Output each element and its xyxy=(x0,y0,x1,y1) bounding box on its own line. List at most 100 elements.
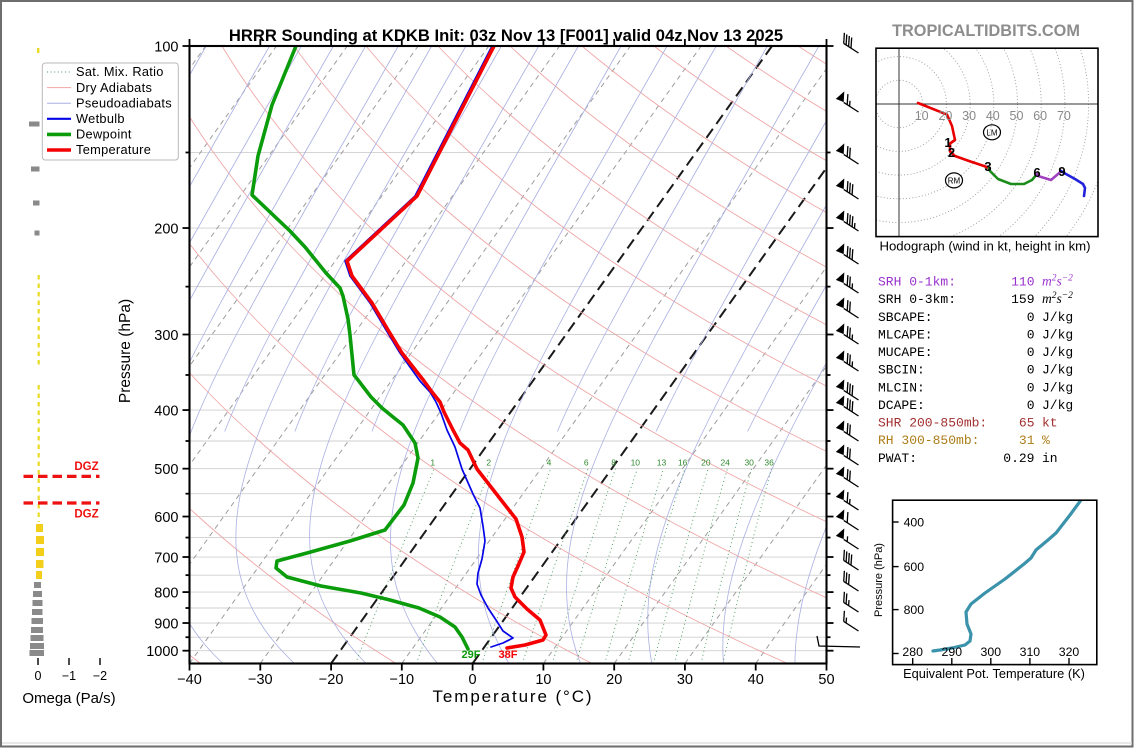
svg-text:Equivalent Pot. Temperature (K: Equivalent Pot. Temperature (K) xyxy=(903,666,1085,681)
svg-text:Pressure (hPa): Pressure (hPa) xyxy=(117,299,134,403)
svg-text:310: 310 xyxy=(1020,645,1041,659)
svg-text:−2: −2 xyxy=(93,669,107,683)
svg-text:16: 16 xyxy=(678,458,688,468)
svg-text:30: 30 xyxy=(744,458,754,468)
svg-text:1000: 1000 xyxy=(146,644,178,660)
svg-text:280: 280 xyxy=(902,645,923,659)
svg-text:HRRR Sounding at KDKB Init: 03: HRRR Sounding at KDKB Init: 03z Nov 13 [… xyxy=(229,26,783,45)
svg-text:0.29: 0.29 xyxy=(1003,451,1034,466)
svg-text:LM: LM xyxy=(986,128,997,137)
svg-text:159: 159 xyxy=(1011,292,1034,307)
svg-text:−30: −30 xyxy=(248,672,273,688)
svg-text:Pressure (hPa): Pressure (hPa) xyxy=(873,543,885,617)
svg-text:−10: −10 xyxy=(389,672,414,688)
svg-text:70: 70 xyxy=(1057,109,1071,123)
svg-text:13: 13 xyxy=(657,458,667,468)
svg-text:29F: 29F xyxy=(462,649,481,661)
svg-text:6: 6 xyxy=(1033,165,1040,180)
svg-text:RH 300-850mb:: RH 300-850mb: xyxy=(878,433,979,448)
svg-text:1: 1 xyxy=(944,135,951,150)
svg-text:40: 40 xyxy=(748,672,764,688)
svg-text:3: 3 xyxy=(984,159,991,174)
svg-text:500: 500 xyxy=(154,462,178,478)
svg-text:40: 40 xyxy=(986,109,1000,123)
svg-text:SHR 200-850mb:: SHR 200-850mb: xyxy=(878,416,987,431)
svg-text:J/kg: J/kg xyxy=(1042,380,1073,395)
svg-text:0: 0 xyxy=(469,672,477,688)
svg-text:200: 200 xyxy=(154,221,178,237)
svg-text:MLCIN:: MLCIN: xyxy=(878,380,925,395)
svg-text:TROPICALTIDBITS.COM: TROPICALTIDBITS.COM xyxy=(892,22,1080,40)
svg-text:SRH 0-1km:: SRH 0-1km: xyxy=(878,275,956,290)
svg-text:800: 800 xyxy=(154,586,178,602)
svg-text:1: 1 xyxy=(430,458,435,468)
svg-text:31: 31 xyxy=(1019,433,1035,448)
svg-text:in: in xyxy=(1042,451,1058,466)
svg-text:2: 2 xyxy=(486,458,491,468)
svg-text:10: 10 xyxy=(535,672,551,688)
svg-text:600: 600 xyxy=(904,560,925,574)
svg-text:700: 700 xyxy=(154,550,178,566)
svg-text:SBCIN:: SBCIN: xyxy=(878,363,925,378)
svg-text:Temperature (°C): Temperature (°C) xyxy=(433,687,594,706)
svg-text:0: 0 xyxy=(1027,345,1035,360)
svg-text:0: 0 xyxy=(1027,363,1035,378)
svg-text:kt: kt xyxy=(1042,416,1058,431)
svg-text:0: 0 xyxy=(1027,328,1035,343)
svg-text:DGZ: DGZ xyxy=(74,509,98,521)
svg-text:8: 8 xyxy=(611,458,616,468)
svg-text:290: 290 xyxy=(942,645,963,659)
svg-text:110: 110 xyxy=(1011,275,1034,290)
svg-text:Omega (Pa/s): Omega (Pa/s) xyxy=(22,690,115,707)
svg-text:300: 300 xyxy=(981,645,1002,659)
svg-text:SRH 0-3km:: SRH 0-3km: xyxy=(878,292,956,307)
svg-text:30: 30 xyxy=(677,672,693,688)
svg-text:2: 2 xyxy=(948,145,955,160)
svg-text:6: 6 xyxy=(584,458,589,468)
svg-text:10: 10 xyxy=(915,109,929,123)
svg-text:20: 20 xyxy=(606,672,622,688)
svg-text:0: 0 xyxy=(1027,380,1035,395)
svg-text:24: 24 xyxy=(720,458,730,468)
svg-text:Wetbulb: Wetbulb xyxy=(76,111,125,126)
svg-text:900: 900 xyxy=(154,616,178,632)
svg-text:38F: 38F xyxy=(499,649,518,661)
svg-text:−40: −40 xyxy=(177,672,202,688)
svg-text:Hodograph (wind in kt, height: Hodograph (wind in kt, height in km) xyxy=(879,239,1090,254)
svg-text:Sat. Mix. Ratio: Sat. Mix. Ratio xyxy=(76,64,164,79)
svg-text:J/kg: J/kg xyxy=(1042,310,1073,325)
svg-text:0: 0 xyxy=(1027,398,1035,413)
svg-text:60: 60 xyxy=(1033,109,1047,123)
svg-text:J/kg: J/kg xyxy=(1042,363,1073,378)
svg-text:Pseudoadiabats: Pseudoadiabats xyxy=(76,95,172,110)
svg-text:300: 300 xyxy=(154,328,178,344)
svg-text:65: 65 xyxy=(1019,416,1035,431)
svg-text:J/kg: J/kg xyxy=(1042,398,1073,413)
svg-text:50: 50 xyxy=(818,672,834,688)
svg-text:0: 0 xyxy=(35,669,42,683)
svg-text:MUCAPE:: MUCAPE: xyxy=(878,345,933,360)
svg-text:%: % xyxy=(1042,433,1050,448)
svg-text:−1: −1 xyxy=(62,669,76,683)
svg-text:0: 0 xyxy=(1027,310,1035,325)
svg-text:Temperature: Temperature xyxy=(76,142,151,157)
svg-text:320: 320 xyxy=(1059,645,1080,659)
svg-text:J/kg: J/kg xyxy=(1042,345,1073,360)
svg-text:Dry Adiabats: Dry Adiabats xyxy=(76,80,152,95)
svg-text:400: 400 xyxy=(154,404,178,420)
svg-text:DGZ: DGZ xyxy=(74,461,98,473)
svg-text:800: 800 xyxy=(904,603,925,617)
svg-text:SBCAPE:: SBCAPE: xyxy=(878,310,933,325)
svg-text:J/kg: J/kg xyxy=(1042,328,1073,343)
svg-text:RM: RM xyxy=(948,176,961,185)
svg-text:400: 400 xyxy=(904,515,925,529)
svg-text:30: 30 xyxy=(962,109,976,123)
svg-text:20: 20 xyxy=(938,109,952,123)
svg-text:20: 20 xyxy=(701,458,711,468)
svg-text:100: 100 xyxy=(154,39,178,55)
svg-text:MLCAPE:: MLCAPE: xyxy=(878,328,933,343)
svg-text:50: 50 xyxy=(1010,109,1024,123)
svg-text:DCAPE:: DCAPE: xyxy=(878,398,925,413)
svg-text:36: 36 xyxy=(764,458,774,468)
svg-text:600: 600 xyxy=(154,510,178,526)
